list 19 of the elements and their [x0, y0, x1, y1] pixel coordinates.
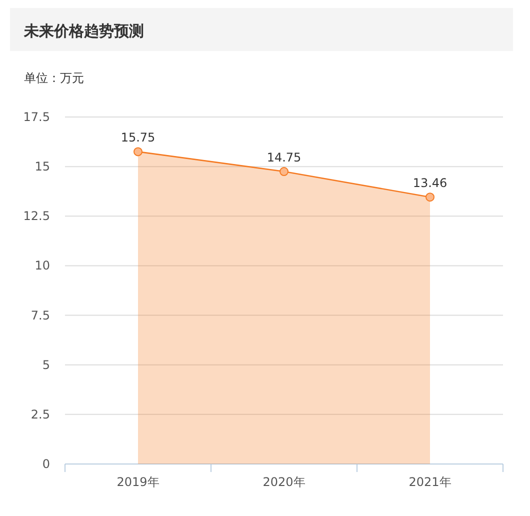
- chart-subtitle: 单位：万元: [24, 71, 84, 85]
- y-tick-label: 7.5: [30, 308, 50, 322]
- x-tick-label: 2020年: [262, 475, 306, 489]
- y-tick-label: 5: [42, 358, 50, 372]
- data-label: 13.46: [412, 176, 448, 190]
- y-tick-label: 15: [34, 160, 50, 174]
- y-tick-label: 17.5: [23, 110, 50, 124]
- point: [134, 147, 142, 156]
- data-label: 14.75: [266, 150, 302, 165]
- chart-title: 未来价格趋势预测: [23, 22, 144, 40]
- point: [426, 192, 434, 202]
- data-label: 15.75: [120, 130, 156, 145]
- x-tick-label: 2019年: [116, 475, 160, 489]
- y-tick-label: 2.5: [30, 407, 50, 422]
- y-tick-label: 0: [42, 457, 50, 471]
- point: [280, 167, 288, 176]
- x-tick-label: 2021年: [408, 475, 452, 489]
- y-tick-label: 10: [34, 258, 50, 273]
- y-tick-label: 12.5: [23, 209, 50, 224]
